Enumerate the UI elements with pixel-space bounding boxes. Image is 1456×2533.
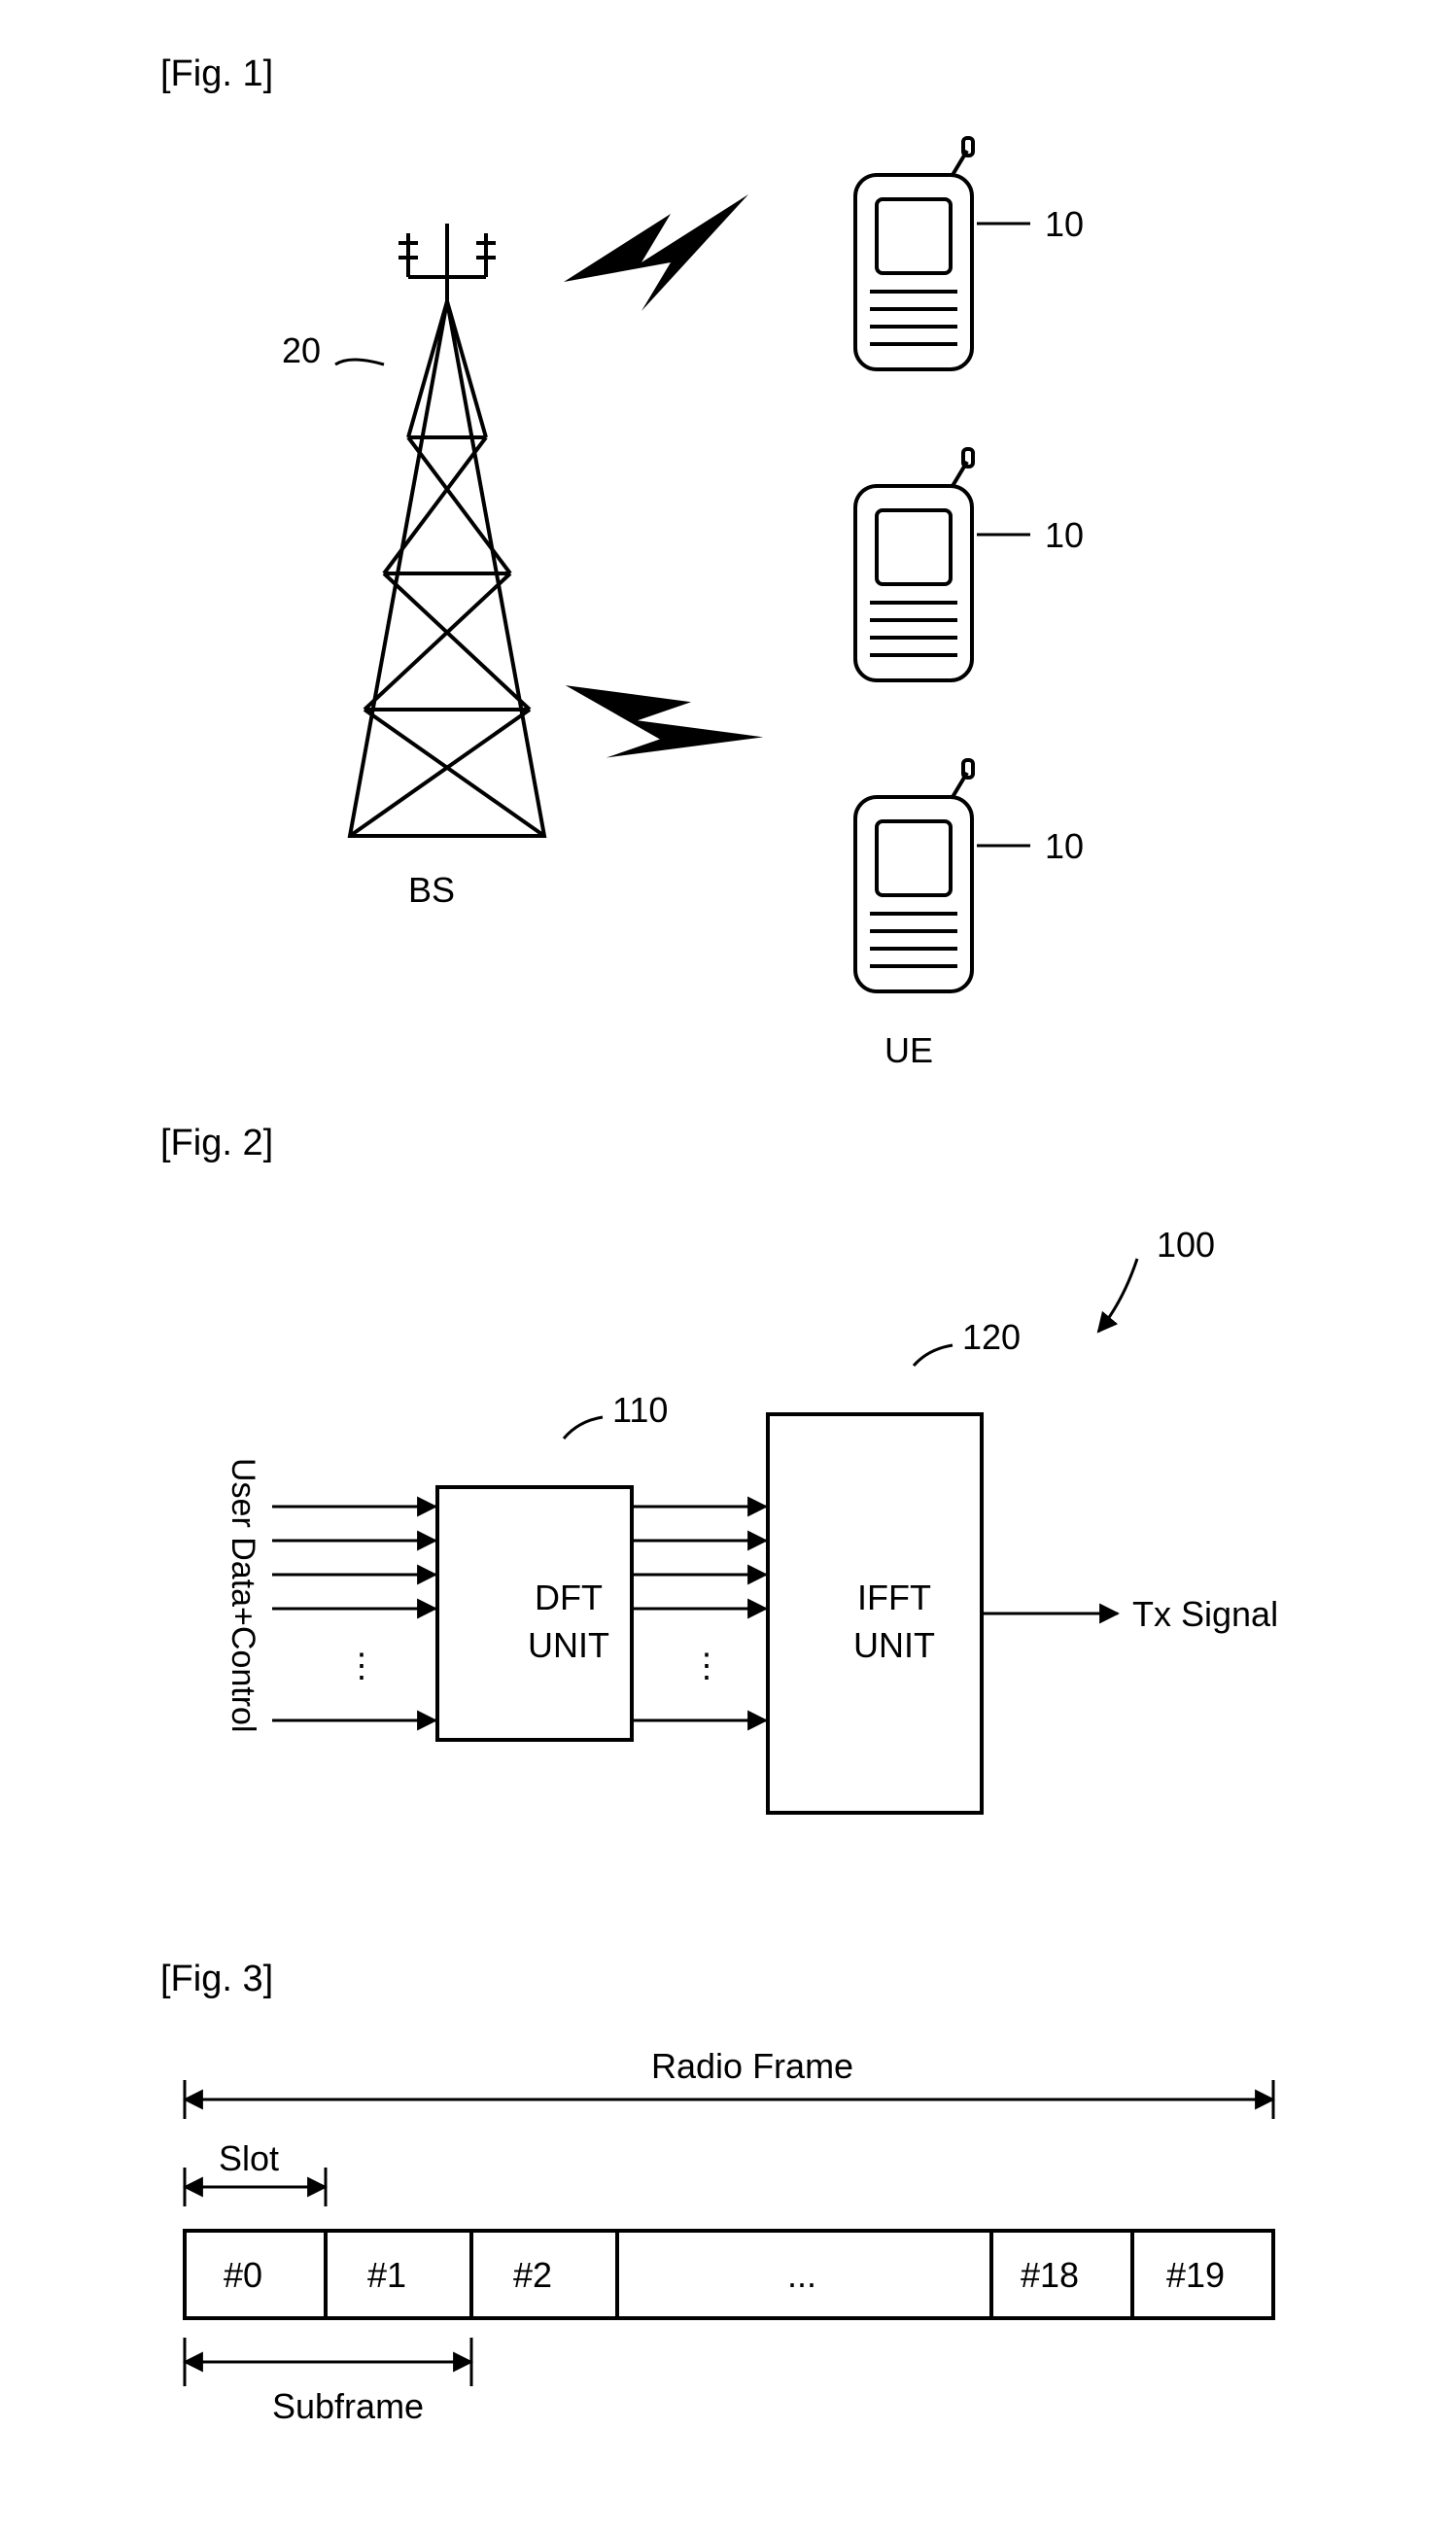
fig1-label: [Fig. 1] — [160, 53, 273, 95]
cell-2: #2 — [513, 2255, 552, 2296]
ifft-label-text: IFFTUNIT — [853, 1578, 935, 1665]
slot-label: Slot — [219, 2138, 279, 2179]
dft-label-text: DFTUNIT — [528, 1578, 609, 1665]
cell-0: #0 — [224, 2255, 262, 2296]
dft-ref: 110 — [612, 1390, 668, 1431]
svg-text:⋮: ⋮ — [345, 1648, 378, 1684]
fig2-label: [Fig. 2] — [160, 1123, 273, 1164]
sys-ref: 100 — [1157, 1225, 1215, 1266]
ifft-ref: 120 — [962, 1317, 1021, 1358]
input-label: User Data+Control — [224, 1458, 261, 1733]
subframe-label: Subframe — [272, 2386, 424, 2427]
page: [Fig. 1] — [0, 0, 1456, 2533]
ifft-label: IFFTUNIT — [807, 1575, 982, 1669]
cell-1: #1 — [367, 2255, 406, 2296]
radio-frame-label: Radio Frame — [651, 2046, 853, 2087]
bs-label: BS — [408, 870, 455, 911]
ue-label: UE — [884, 1030, 933, 1071]
fig3-label: [Fig. 3] — [160, 1959, 273, 2000]
ue-ref-1: 10 — [1045, 204, 1084, 245]
fig2-svg: ⋮ ⋮ — [146, 1196, 1312, 1934]
output-label: Tx Signal — [1132, 1594, 1278, 1635]
dft-label: DFTUNIT — [491, 1575, 646, 1669]
ue-ref-2: 10 — [1045, 515, 1084, 556]
cell-dots: ... — [787, 2255, 816, 2296]
bs-ref: 20 — [282, 330, 321, 371]
cell-18: #18 — [1021, 2255, 1079, 2296]
fig1-svg — [146, 117, 1215, 1128]
svg-text:⋮: ⋮ — [690, 1648, 723, 1684]
cell-19: #19 — [1166, 2255, 1225, 2296]
ue-ref-3: 10 — [1045, 826, 1084, 867]
